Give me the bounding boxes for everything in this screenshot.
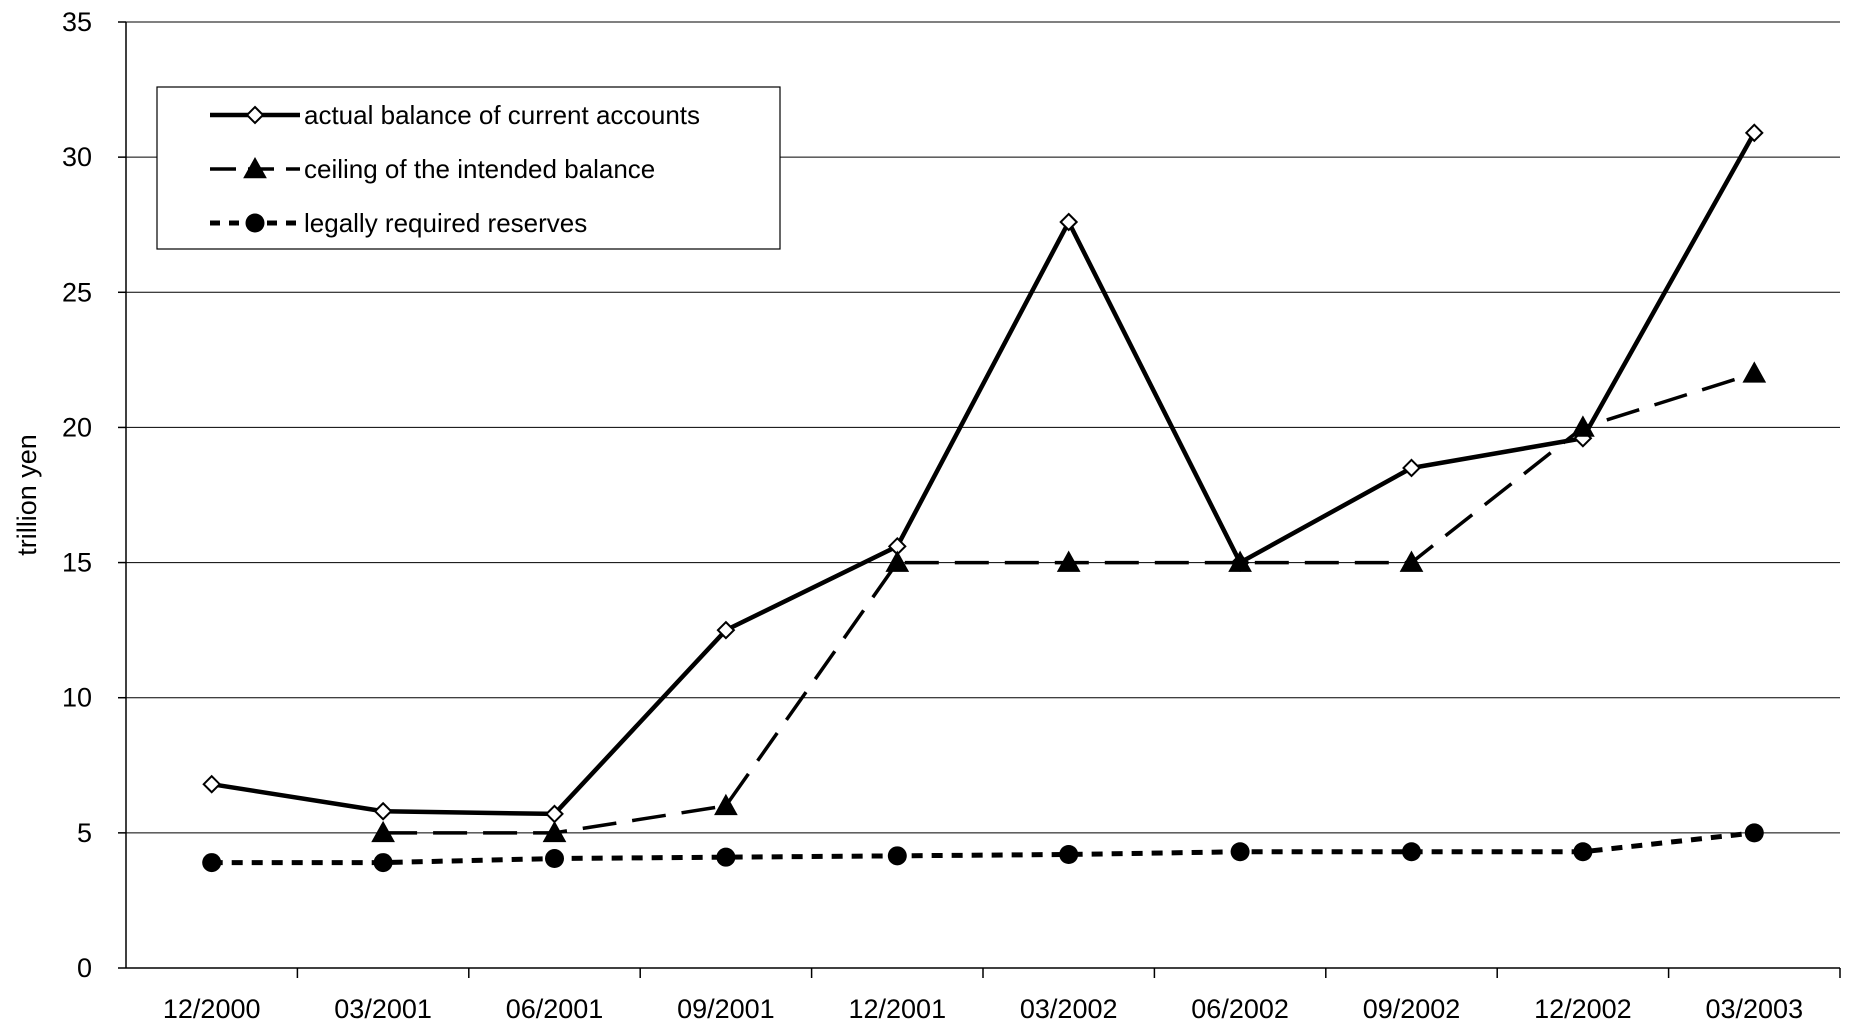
legend-marker <box>245 105 265 125</box>
legend-marker <box>243 156 267 179</box>
data-point <box>887 846 907 866</box>
y-tick-label: 25 <box>62 277 92 307</box>
y-axis-ticks: 0 5 10 15 20 25 30 35 <box>62 7 126 983</box>
data-point <box>1744 123 1764 143</box>
series-layer <box>202 123 1767 873</box>
x-tick-label: 03/2003 <box>1705 994 1803 1024</box>
x-tick-label: 06/2001 <box>506 994 604 1024</box>
legend-label: actual balance of current accounts <box>304 100 700 130</box>
data-point <box>885 550 910 572</box>
legend: actual balance of current accounts ceilin… <box>156 86 781 250</box>
x-tick-label: 06/2002 <box>1191 994 1289 1024</box>
y-tick-label: 35 <box>62 7 92 37</box>
data-point <box>1573 842 1593 862</box>
series-line <box>211 131 1757 817</box>
y-tick-label: 10 <box>62 683 92 713</box>
x-axis-ticks: 12/2000 03/2001 06/2001 09/2001 12/2001 03/20… <box>163 968 1841 1024</box>
data-point <box>373 801 393 821</box>
data-point <box>545 849 564 869</box>
legend-label: legally required reserves <box>304 208 587 238</box>
data-point <box>202 774 222 794</box>
series-1 <box>371 361 1767 843</box>
data-point <box>714 793 738 816</box>
x-tick-label: 03/2002 <box>1020 994 1118 1024</box>
data-point <box>1402 842 1421 862</box>
x-tick-label: 03/2001 <box>334 994 432 1024</box>
y-tick-label: 0 <box>77 953 92 983</box>
data-point <box>1228 550 1252 572</box>
legend-label: ceiling of the intended balance <box>304 154 655 184</box>
data-point <box>373 853 393 873</box>
data-point <box>716 847 736 867</box>
x-tick-label: 12/2000 <box>163 994 261 1024</box>
data-point <box>1230 842 1250 862</box>
y-axis-title: trillion yen <box>12 434 42 556</box>
data-point <box>371 820 395 843</box>
data-point <box>1571 415 1595 437</box>
data-point <box>1742 361 1767 383</box>
data-point <box>1056 550 1081 572</box>
y-tick-label: 20 <box>62 412 92 442</box>
x-tick-label: 09/2002 <box>1363 994 1461 1024</box>
series-2 <box>202 823 1764 873</box>
data-point <box>1744 823 1764 843</box>
data-point <box>1059 212 1079 232</box>
series-line <box>211 830 1755 866</box>
x-tick-label: 12/2001 <box>848 994 946 1024</box>
y-tick-label: 30 <box>62 142 92 172</box>
x-tick-label: 09/2001 <box>677 994 775 1024</box>
data-point <box>1399 550 1424 572</box>
data-point <box>716 620 736 640</box>
y-tick-label: 15 <box>62 548 92 578</box>
data-point <box>542 820 567 843</box>
data-point <box>1402 458 1421 478</box>
legend-marker <box>245 213 265 233</box>
data-point <box>202 853 222 873</box>
x-tick-label: 12/2002 <box>1534 994 1632 1024</box>
data-point <box>1059 844 1079 864</box>
y-tick-label: 5 <box>77 818 92 848</box>
